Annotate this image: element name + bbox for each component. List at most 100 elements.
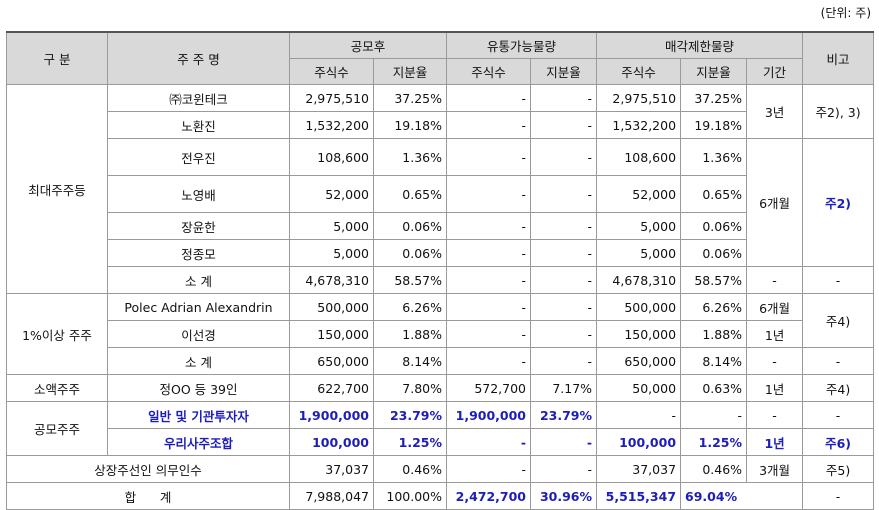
period: 3개월 (746, 455, 804, 483)
unit-note: (단위: 주) (820, 6, 871, 20)
header-restricted: 매각제한물량 (596, 31, 804, 59)
table-row: 소액주주 정OO 등 39인 622,700 7.80% 572,700 7.1… (6, 374, 875, 402)
table-row: 노영배 52,000 0.65% - - 52,000 0.65% (7, 175, 874, 213)
tradable-shares: - (446, 138, 532, 176)
shareholder-name: 전우진 (107, 138, 290, 176)
restricted-ratio: 6.26% (680, 293, 748, 321)
period: 6개월 (746, 138, 804, 267)
after-shares: 108,600 (289, 138, 374, 176)
restricted-shares: 150,000 (596, 320, 682, 348)
header-tradable-ratio: 지분율 (530, 58, 598, 85)
after-shares: 150,000 (289, 320, 374, 348)
period: 6개월 (746, 293, 804, 321)
tradable-ratio: - (530, 138, 598, 176)
after-ratio: 0.46% (372, 455, 448, 483)
after-shares: 5,000 (289, 212, 374, 240)
tradable-shares: 572,700 (446, 374, 532, 402)
tradable-shares: - (446, 175, 532, 213)
tradable-ratio: - (530, 320, 598, 348)
subtotal-row: 소 계 4,678,310 58.57% - - 4,678,310 58.57… (7, 266, 875, 294)
header-period: 기간 (746, 58, 804, 85)
header-remark: 비고 (802, 31, 875, 85)
table-row: 1%이상 주주 Polec Adrian Alexandrin 500,000 … (6, 293, 875, 375)
table-row: 우리사주조합 100,000 1.25% - - 100,000 1.25% 1… (7, 428, 875, 456)
header-tradable-shares: 주식수 (446, 58, 532, 85)
table-row: 이선경 150,000 1.88% - - 150,000 1.88% 1년 (7, 320, 874, 348)
restricted-ratio: 37.25% (680, 84, 748, 112)
tradable-ratio: - (530, 455, 598, 483)
remark: 주4) (802, 374, 875, 402)
tradable-shares: - (446, 111, 532, 139)
restricted-shares: 650,000 (596, 347, 682, 375)
tradable-ratio: - (530, 175, 598, 213)
shareholder-name: 노영배 (107, 175, 290, 213)
tradable-ratio: - (530, 111, 598, 139)
tradable-shares: - (446, 428, 532, 456)
tradable-shares: - (446, 455, 532, 483)
remark: - (802, 401, 875, 429)
restricted-ratio: 69.04% (680, 482, 804, 510)
period: 1년 (746, 320, 804, 348)
after-shares: 100,000 (289, 428, 374, 456)
after-shares: 37,037 (289, 455, 374, 483)
tradable-ratio: - (530, 239, 598, 267)
table-row: 최대주주등 ㈜코윈테크 2,975,510 37.25% - - 2,975,5… (6, 84, 875, 294)
table-row: 정종모 5,000 0.06% - - 5,000 0.06% (7, 239, 874, 267)
header-restricted-shares: 주식수 (596, 58, 682, 85)
header-row-sub: 주식수 지분율 주식수 지분율 주식수 지분율 기간 (7, 58, 874, 85)
restricted-shares: 37,037 (596, 455, 682, 483)
tradable-shares: 2,472,700 (446, 482, 532, 510)
restricted-shares: 4,678,310 (596, 266, 682, 294)
after-shares: 1,900,000 (289, 401, 374, 429)
shareholder-name: 노환진 (107, 111, 290, 139)
table-row: 공모주주 일반 및 기관투자자 1,900,000 23.79% 1,900,0… (6, 401, 875, 456)
header-after-shares: 주식수 (289, 58, 374, 85)
restricted-shares: 50,000 (596, 374, 682, 402)
table-row: 장윤한 5,000 0.06% - - 5,000 0.06% (7, 212, 874, 240)
restricted-shares: - (596, 401, 682, 429)
tradable-ratio: - (530, 293, 598, 321)
period: - (746, 266, 804, 294)
after-shares: 4,678,310 (289, 266, 374, 294)
restricted-ratio: 0.46% (680, 455, 748, 483)
after-ratio: 0.06% (372, 239, 448, 267)
total-row: 합 계 7,988,047 100.00% 2,472,700 30.96% 5… (6, 482, 875, 510)
period: 1년 (746, 374, 804, 402)
header-row-top: 구 분 주 주 명 공모후 유통가능물량 매각제한물량 비고 (6, 31, 875, 85)
table-row: 전우진 108,600 1.36% - - 108,600 1.36% 6개월 … (7, 138, 875, 267)
remark: 주5) (802, 455, 875, 483)
after-ratio: 1.36% (372, 138, 448, 176)
tradable-ratio: 30.96% (530, 482, 598, 510)
after-shares: 52,000 (289, 175, 374, 213)
tradable-ratio: - (530, 428, 598, 456)
tradable-shares: - (446, 347, 532, 375)
shareholder-lockup-table: 구 분 주 주 명 공모후 유통가능물량 매각제한물량 비고 주식수 지분율 주… (6, 31, 875, 510)
shareholder-name: 정OO 등 39인 (107, 374, 290, 402)
restricted-ratio: 0.06% (680, 239, 748, 267)
tradable-shares: - (446, 293, 532, 321)
after-ratio: 23.79% (372, 401, 448, 429)
after-ratio: 7.80% (372, 374, 448, 402)
after-ratio: 1.88% (372, 320, 448, 348)
shareholder-name: 이선경 (107, 320, 290, 348)
after-shares: 2,975,510 (289, 84, 374, 112)
after-ratio: 8.14% (372, 347, 448, 375)
restricted-shares: 108,600 (596, 138, 682, 176)
group-minority: 소액주주 (6, 374, 108, 402)
remark: 주4) (802, 293, 875, 348)
remark: - (802, 266, 875, 294)
shareholder-name: 상장주선인 의무인수 (6, 455, 290, 483)
tradable-ratio: 23.79% (530, 401, 598, 429)
after-ratio: 37.25% (372, 84, 448, 112)
group-over-1-percent: 1%이상 주주 (6, 293, 108, 375)
restricted-ratio: 58.57% (680, 266, 748, 294)
header-after-ratio: 지분율 (372, 58, 448, 85)
header-shareholder: 주 주 명 (107, 31, 290, 85)
restricted-ratio: - (680, 401, 748, 429)
after-ratio: 6.26% (372, 293, 448, 321)
tradable-ratio: 7.17% (530, 374, 598, 402)
after-shares: 500,000 (289, 293, 374, 321)
period: - (746, 347, 804, 375)
tradable-shares: - (446, 320, 532, 348)
after-ratio: 100.00% (372, 482, 448, 510)
